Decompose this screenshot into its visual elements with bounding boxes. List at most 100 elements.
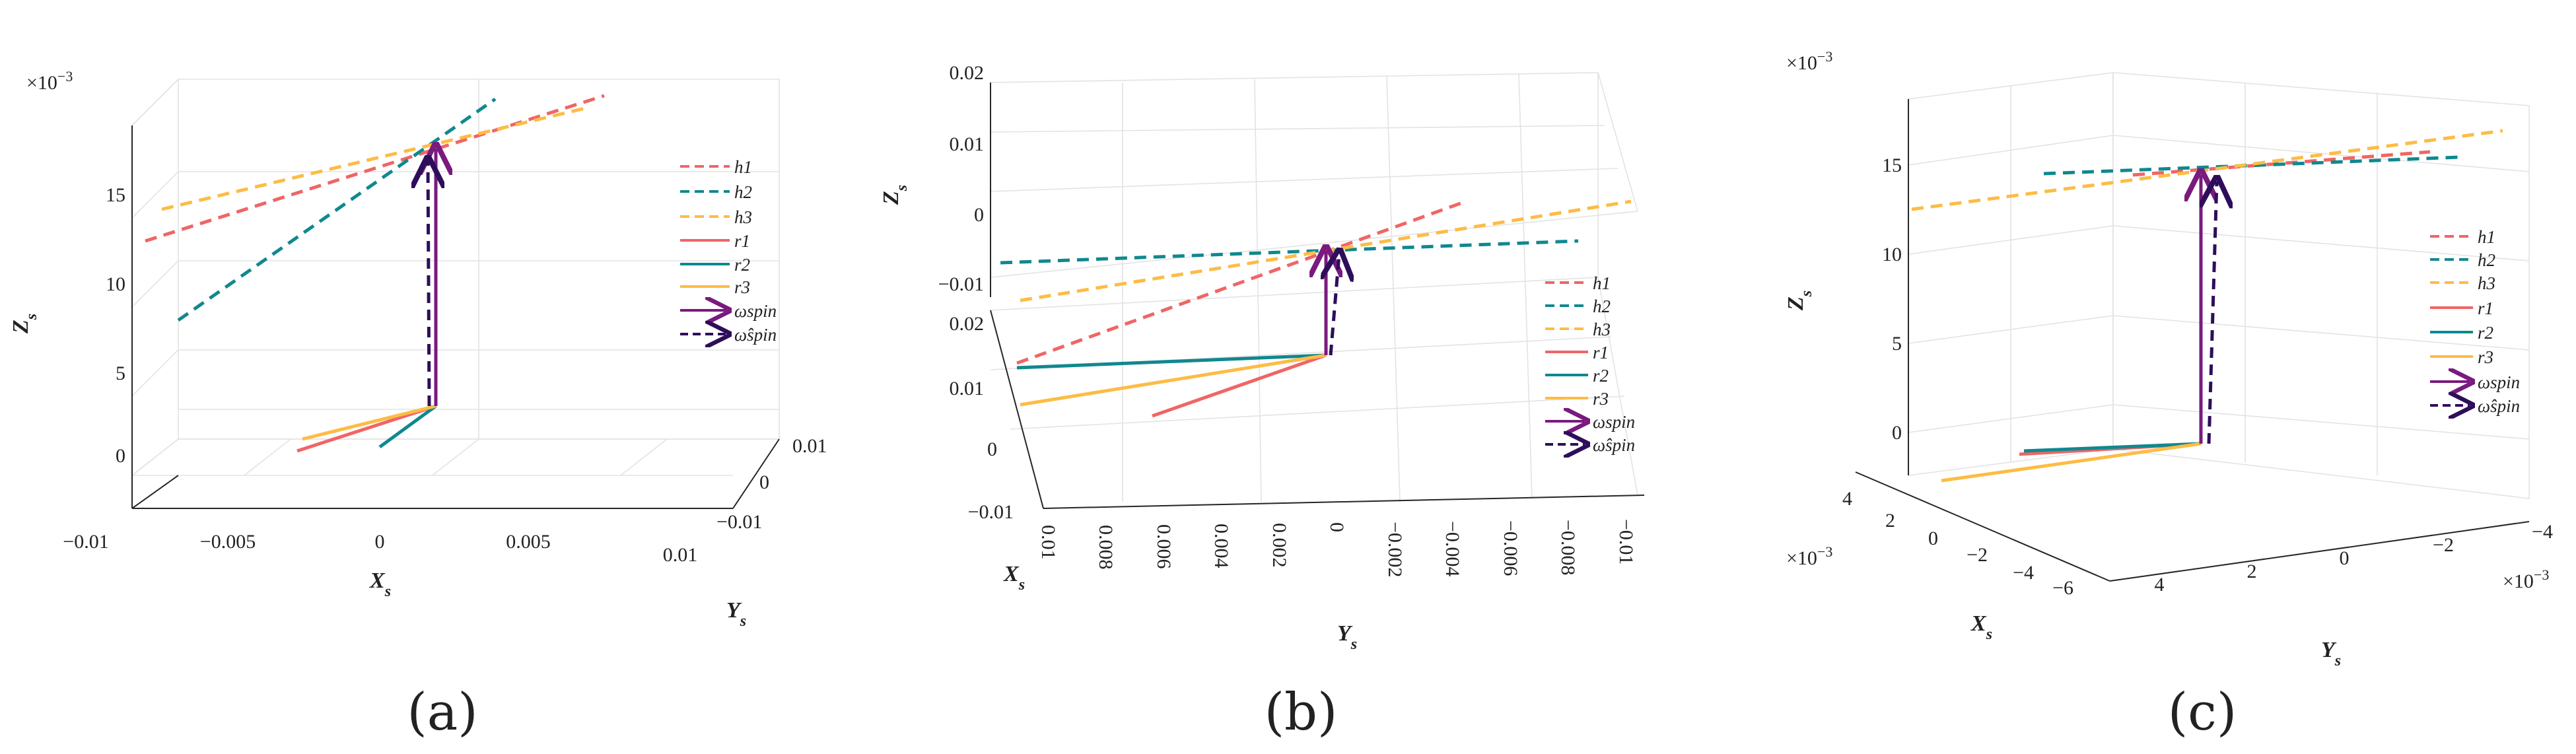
panel-b-z-tick: 0.01 — [950, 133, 985, 155]
panel-c-z-exponent: ×10−3 — [1786, 48, 1832, 75]
panel-b-legend-entry: r3 — [1593, 389, 1609, 409]
panel-a-x-tick: 0 — [375, 531, 385, 553]
panel-b-y-tick: 0.002 — [1269, 523, 1290, 568]
panel-c-z-tick: 10 — [1882, 244, 1902, 265]
panel-c-series-r3 — [1941, 442, 2202, 483]
panel-b-x-label: Xs — [1003, 562, 1025, 594]
panel-c-legend-entry: r2 — [2478, 323, 2493, 343]
panel-a-series-h2 — [177, 97, 497, 322]
panel-b-legend-entry: ωspin — [1593, 412, 1635, 432]
panel-c-z-label: Zs — [1784, 291, 1815, 311]
panel-a-z-exponent: ×10−3 — [26, 68, 73, 94]
panel-c-x-label: Xs — [1970, 611, 1992, 643]
panel-c-legend-entry: r1 — [2478, 298, 2493, 318]
panel-b-legend-entry: r2 — [1593, 366, 1609, 386]
panel-c-y-tick: 0 — [2340, 547, 2350, 569]
panel-b-legend-entry: h2 — [1593, 296, 1611, 316]
panel-c-series-h2 — [2043, 155, 2460, 176]
panel-c-axes — [1855, 99, 2530, 582]
panel-b-series-omega-hat — [1331, 254, 1339, 356]
panel-b-y-tick: 0.006 — [1153, 524, 1175, 569]
panel-a-legend-entry: r2 — [734, 255, 750, 275]
panel-c: 15 10 5 0 ×10−3 4 2 0 −2 −4 −6 ×10−3 4 2… — [1784, 48, 2553, 743]
panel-a-x-tick: 0.005 — [506, 531, 551, 553]
panel-c-z-tick: 15 — [1882, 154, 1902, 176]
panel-a-axes — [131, 125, 780, 509]
panel-b-series-r2 — [1016, 353, 1327, 370]
panel-b-y-tick: 0.008 — [1095, 525, 1117, 570]
panel-c-z-tick: 5 — [1892, 333, 1902, 355]
panel-c-series-h3 — [1911, 129, 2503, 211]
panel-c-grid — [1908, 72, 2530, 499]
panel-c-legend-entry: ωspin — [2478, 372, 2520, 392]
panel-c-z-tick: 0 — [1892, 422, 1902, 444]
panel-c-y-tick: 2 — [2247, 561, 2257, 582]
panel-a-series-h3 — [161, 106, 588, 211]
panel-b-legend-entry: ω̂spin — [1593, 435, 1635, 455]
panel-a-legend-entry: h2 — [734, 182, 752, 202]
panel-c-series-omega-hat — [2209, 182, 2217, 444]
panel-a-label: (a) — [407, 683, 477, 742]
panel-c-series-h1 — [2132, 150, 2431, 177]
panel-b-y-ticks: 0.01 0.008 0.006 0.004 0.002 0 −0.002 −0… — [1037, 519, 1637, 577]
panel-b-y-tick: −0.008 — [1557, 520, 1579, 575]
panel-a-grid — [131, 79, 780, 477]
panel-c-x-tick: 0 — [1928, 528, 1938, 549]
panel-b-y-tick: −0.006 — [1500, 520, 1521, 576]
panel-a-z-tick: 10 — [106, 273, 125, 295]
panel-c-x-tick: −4 — [2013, 562, 2034, 584]
panel-c-series-r2 — [2023, 442, 2202, 453]
panel-a-legend-entry: r3 — [734, 277, 750, 297]
panel-b: 0.02 0.01 0 −0.01 0.02 0.01 0 −0.01 0.01… — [879, 62, 1645, 742]
panel-b-y-tick: 0.01 — [1037, 525, 1059, 560]
panel-b-z-label: Zs — [879, 185, 911, 205]
panel-c-y-tick: −4 — [2532, 521, 2553, 543]
panel-a-legend-entry: r1 — [734, 231, 750, 251]
panel-b-y-tick: −0.01 — [1615, 519, 1637, 565]
panel-b-axes — [990, 83, 1645, 509]
panel-b-x-tick: −0.01 — [968, 501, 1014, 523]
panel-c-y-exponent: ×10−3 — [2503, 566, 2549, 593]
panel-a-z-label: Zs — [9, 314, 40, 334]
panel-b-y-tick: 0.004 — [1210, 524, 1232, 568]
panel-b-z-tick: 0.02 — [950, 62, 985, 84]
panel-c-x-tick: 2 — [1885, 510, 1895, 531]
panel-c-y-label: Ys — [2321, 638, 2341, 669]
panel-b-x-tick: 0.02 — [950, 313, 985, 335]
panel-b-y-tick: 0 — [1326, 522, 1348, 532]
panel-b-series-r1 — [1152, 353, 1327, 418]
panel-a-y-tick: −0.01 — [716, 511, 762, 533]
panel-a-y-tick: 0 — [759, 471, 769, 493]
panel-a-y-label: Ys — [726, 598, 746, 630]
panel-c-label: (c) — [2168, 683, 2237, 742]
panel-a-legend-entry: h3 — [734, 207, 752, 227]
panel-b-series-h1 — [1016, 199, 1467, 365]
panel-a-legend-entry: ωspin — [734, 301, 777, 321]
panel-c-y-tick: −2 — [2433, 534, 2454, 556]
panel-b-legend-entry: h1 — [1593, 273, 1611, 293]
panel-a-series-omega-hat — [428, 162, 429, 407]
panel-a-series-r2 — [378, 404, 437, 449]
panel-a-series-h1 — [145, 94, 605, 243]
panel-b-x-tick: 0.01 — [950, 378, 985, 399]
panel-a-series-r1 — [296, 404, 436, 453]
panel-a-x-label: Xs — [369, 568, 391, 600]
panel-c-legend-entry: r3 — [2478, 347, 2493, 367]
panel-a: 15 10 5 0 ×10−3 −0.01 −0.005 0 0.005 0.0… — [9, 68, 827, 743]
panel-c-x-tick: −6 — [2052, 577, 2073, 599]
panel-a-legend-entry: h1 — [734, 157, 752, 177]
panel-b-x-tick: 0 — [987, 438, 997, 460]
panel-b-y-label: Ys — [1337, 621, 1357, 653]
panel-c-y-tick: 4 — [2155, 574, 2165, 596]
panel-b-z-tick: −0.01 — [938, 273, 984, 295]
panel-b-legend-entry: r1 — [1593, 343, 1609, 362]
panel-c-legend-entry: h2 — [2478, 250, 2495, 270]
panel-a-series-r3 — [302, 404, 436, 441]
panel-b-z-tick: 0 — [974, 204, 984, 226]
panel-a-x-tick: 0.01 — [663, 544, 698, 566]
panel-c-x-exponent: ×10−3 — [1786, 543, 1832, 570]
panel-a-x-tick: −0.005 — [200, 531, 256, 553]
panel-c-x-tick: −2 — [1967, 544, 1988, 566]
panel-c-x-tick: 4 — [1842, 488, 1852, 510]
